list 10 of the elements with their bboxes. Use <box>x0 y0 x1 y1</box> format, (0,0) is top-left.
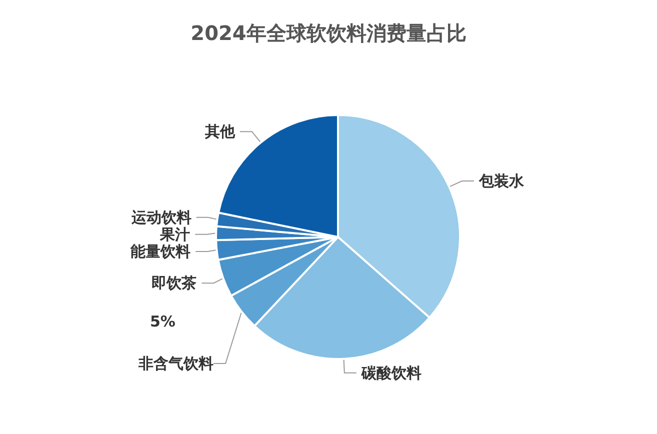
chart-title: 2024年全球软饮料消费量占比 <box>190 21 466 45</box>
text: 5% <box>150 312 176 330</box>
slice-label: 果汁 <box>159 225 190 244</box>
slice-label: 能量饮料 <box>130 242 191 260</box>
slice-label: 其他 <box>204 122 236 141</box>
slice-label: 即饮茶 <box>152 274 197 292</box>
slice-label: 运动饮料 <box>130 208 192 226</box>
slice-label: 碳酸饮料 <box>360 364 422 382</box>
slice-label: 包装水 <box>478 172 525 190</box>
slice-label: 非含气饮料 <box>138 354 214 372</box>
